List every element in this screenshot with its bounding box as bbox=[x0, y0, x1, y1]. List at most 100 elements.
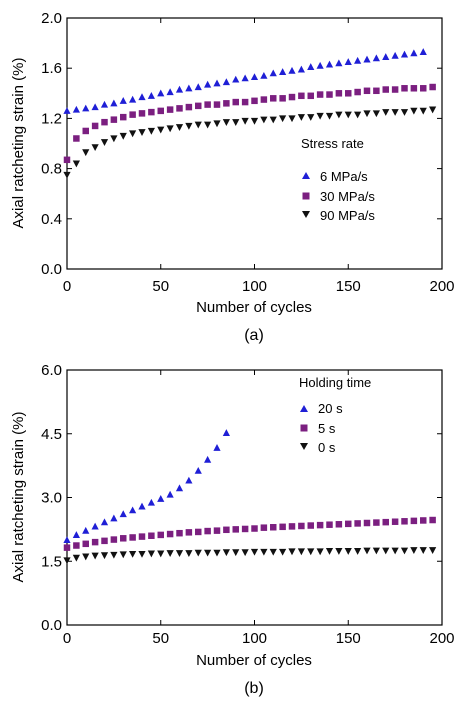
y-tick-a-3: 1.2 bbox=[41, 110, 62, 127]
data-point-b-s2-1 bbox=[72, 554, 80, 562]
x-tick-b-3: 150 bbox=[336, 630, 361, 647]
panel-label-b: (b) bbox=[244, 680, 264, 697]
y-tick-a-0: 0.0 bbox=[41, 261, 62, 278]
data-point-b-s2-14 bbox=[194, 549, 202, 557]
data-point-a-s2-37 bbox=[410, 107, 418, 115]
data-point-a-s0-18 bbox=[232, 75, 240, 83]
data-point-b-s2-13 bbox=[185, 550, 193, 557]
data-point-a-s2-10 bbox=[157, 126, 165, 134]
data-point-b-s0-13 bbox=[185, 476, 193, 484]
y-tick-a-4: 1.6 bbox=[41, 60, 62, 77]
data-point-b-s0-14 bbox=[194, 466, 202, 474]
data-point-a-s0-19 bbox=[241, 74, 249, 82]
data-point-b-s0-7 bbox=[129, 506, 137, 514]
data-point-a-s1-4 bbox=[101, 118, 108, 126]
legend-marker-b-1 bbox=[300, 424, 308, 432]
data-point-b-s0-16 bbox=[213, 443, 221, 451]
legend-label-b-1: 5 s bbox=[318, 421, 336, 436]
data-point-b-s1-32 bbox=[363, 519, 371, 527]
data-point-a-s2-7 bbox=[129, 130, 137, 138]
data-point-a-s2-22 bbox=[269, 116, 277, 124]
data-point-b-s2-37 bbox=[410, 547, 418, 554]
data-point-a-s1-24 bbox=[288, 93, 296, 101]
panel-b: 0 50 100 150 200 0.0 1.5 3.0 4.5 6.0 Num… bbox=[10, 362, 455, 697]
data-point-a-s1-10 bbox=[157, 107, 164, 115]
data-point-b-s2-11 bbox=[166, 550, 174, 557]
data-point-a-s2-31 bbox=[354, 111, 362, 119]
data-point-b-s1-0 bbox=[63, 544, 71, 551]
x-tick-a-3: 150 bbox=[336, 278, 361, 295]
data-point-a-s0-27 bbox=[316, 61, 324, 69]
data-point-b-s1-12 bbox=[176, 529, 183, 537]
data-point-a-s0-10 bbox=[157, 89, 165, 97]
data-point-b-s1-14 bbox=[195, 528, 202, 536]
data-point-a-s0-16 bbox=[213, 79, 221, 87]
data-point-b-s2-38 bbox=[419, 547, 427, 554]
data-point-a-s2-33 bbox=[372, 110, 380, 118]
data-point-b-s1-22 bbox=[270, 524, 277, 531]
data-point-a-s2-0 bbox=[63, 171, 71, 179]
data-point-b-s1-34 bbox=[382, 518, 389, 526]
data-point-a-s1-35 bbox=[391, 86, 399, 93]
data-point-b-s2-17 bbox=[222, 549, 230, 557]
data-point-a-s1-26 bbox=[307, 92, 314, 100]
data-point-a-s0-4 bbox=[100, 100, 109, 108]
data-point-a-s0-30 bbox=[344, 58, 352, 65]
axis-ticks-a bbox=[66, 17, 443, 270]
data-point-b-s1-7 bbox=[129, 534, 136, 541]
x-tick-a-4: 200 bbox=[429, 278, 454, 295]
data-point-a-s0-14 bbox=[194, 83, 202, 91]
data-point-b-s0-10 bbox=[157, 494, 165, 502]
data-point-a-s1-33 bbox=[373, 87, 380, 95]
data-point-b-s2-9 bbox=[147, 550, 155, 558]
data-point-b-s1-30 bbox=[345, 520, 352, 528]
data-point-a-s1-27 bbox=[316, 91, 324, 98]
data-point-a-s0-3 bbox=[91, 103, 99, 111]
data-point-a-s2-17 bbox=[222, 119, 230, 126]
data-point-a-s1-18 bbox=[232, 98, 239, 106]
data-point-a-s0-38 bbox=[419, 48, 427, 55]
data-point-a-s0-25 bbox=[297, 65, 305, 73]
data-point-a-s1-32 bbox=[363, 87, 371, 95]
data-point-a-s1-6 bbox=[120, 113, 127, 121]
data-point-b-s1-19 bbox=[241, 525, 249, 533]
data-point-a-s2-28 bbox=[325, 112, 334, 120]
data-point-a-s1-21 bbox=[260, 96, 268, 103]
data-point-b-s1-36 bbox=[401, 518, 408, 525]
y-tick-b-3: 4.5 bbox=[41, 426, 62, 443]
data-point-a-s0-6 bbox=[119, 97, 127, 104]
data-point-a-s1-22 bbox=[270, 95, 277, 102]
data-point-b-s2-2 bbox=[82, 553, 90, 561]
data-point-b-s2-0 bbox=[63, 557, 71, 565]
legend-marker-a-1 bbox=[302, 192, 310, 200]
data-point-b-s0-11 bbox=[166, 490, 174, 498]
data-point-a-s2-16 bbox=[213, 120, 221, 128]
data-point-a-s2-26 bbox=[307, 114, 315, 121]
data-point-b-s1-23 bbox=[279, 523, 286, 531]
legend-label-b-0: 20 s bbox=[318, 401, 343, 416]
data-point-a-s1-11 bbox=[166, 106, 174, 113]
data-point-a-s1-30 bbox=[345, 90, 352, 97]
data-point-a-s1-39 bbox=[429, 83, 436, 91]
data-point-b-s2-8 bbox=[138, 550, 146, 558]
legend-title-b: Holding time bbox=[299, 375, 371, 390]
plot-frame-b bbox=[66, 369, 443, 626]
data-point-b-s1-13 bbox=[185, 529, 193, 536]
data-point-a-s0-12 bbox=[175, 85, 184, 93]
data-point-b-s1-11 bbox=[166, 530, 174, 538]
data-point-a-s2-4 bbox=[100, 139, 109, 147]
data-point-b-s0-1 bbox=[72, 531, 80, 538]
data-point-a-s0-34 bbox=[382, 53, 390, 60]
data-point-a-s2-9 bbox=[147, 127, 155, 135]
data-point-b-s1-16 bbox=[213, 527, 221, 534]
x-tick-a-1: 50 bbox=[152, 278, 169, 295]
data-point-a-s0-22 bbox=[269, 69, 277, 77]
data-point-a-s2-20 bbox=[250, 117, 259, 125]
y-tick-a-2: 0.8 bbox=[41, 161, 62, 178]
data-point-a-s0-9 bbox=[147, 92, 155, 99]
data-point-b-s2-26 bbox=[307, 548, 315, 556]
data-point-a-s0-26 bbox=[307, 63, 315, 71]
data-point-b-s2-27 bbox=[316, 548, 324, 556]
data-point-b-s1-20 bbox=[251, 525, 258, 532]
